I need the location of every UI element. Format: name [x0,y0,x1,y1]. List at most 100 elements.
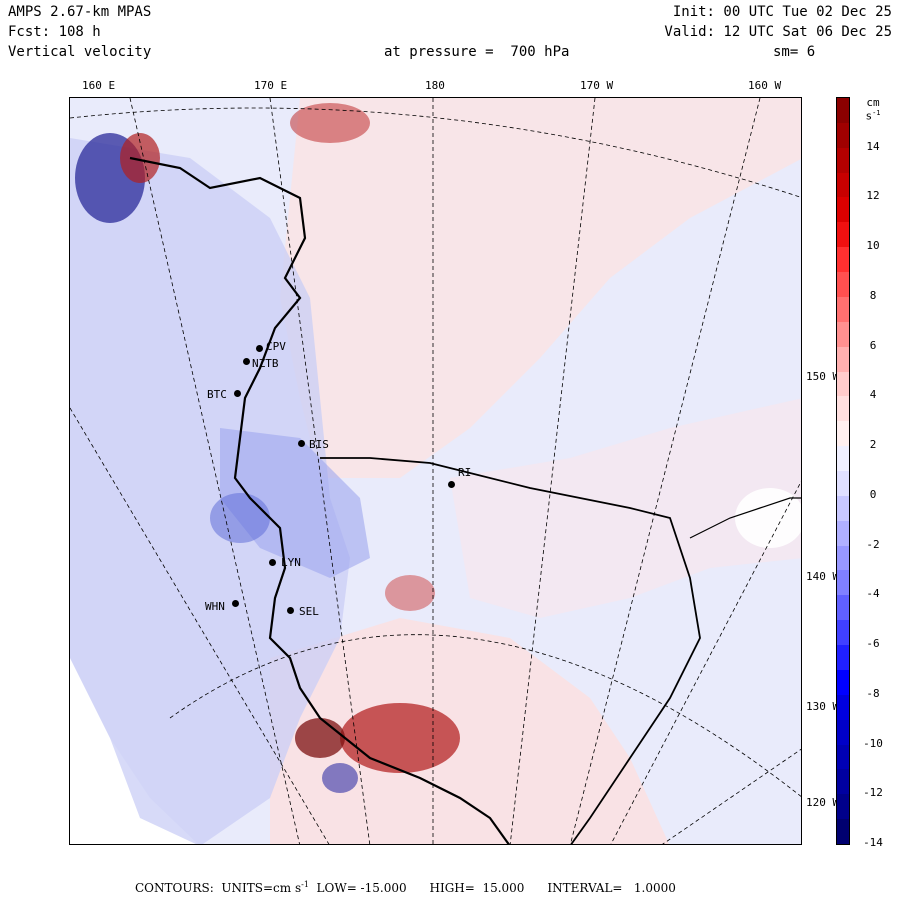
colorbar-segment [837,172,849,198]
station-label: WHN [205,600,225,613]
colorbar-segment [837,819,849,845]
ice-sheet-area [70,658,198,844]
map-panel [69,97,802,845]
station-dot [232,600,239,607]
field-name: Vertical velocity [8,44,152,60]
colorbar-segment [837,495,849,522]
colorbar-segment [837,669,849,696]
top-axis-label: 180 [425,79,445,92]
station-dot [298,440,305,447]
colorbar-segment [837,446,849,472]
colorbar-segment [837,122,849,149]
colorbar-tick-label: 8 [869,288,877,302]
strong-updraft-nw [120,133,160,183]
colorbar-tick-label: -4 [866,587,880,601]
island-coast [689,497,801,539]
colorbar-segment [837,545,849,571]
valid-time: Valid: 12 UTC Sat 06 Dec 25 [664,24,892,40]
colorbar-segment [837,272,849,298]
colorbar-tick-label: 12 [866,189,880,203]
station-label: BTC [207,388,227,401]
top-axis-label: 160 E [82,79,116,92]
ice-shelf-edge [320,457,701,844]
colorbar-tick-label: 14 [866,139,880,153]
graticule [70,98,801,844]
positive-region-south [270,618,670,844]
colorbar-segment [837,147,849,174]
coastline [129,156,510,844]
colorbar-segment [837,396,849,422]
colorbar-segment [837,719,849,746]
colorbar-segment [837,471,849,497]
colorbar-segment [837,794,849,820]
colorbar-tick-label: -12 [863,786,883,800]
station-label: LYN [281,556,301,569]
colorbar-tick-label: 6 [869,338,877,352]
right-axis-label: 140 W [806,570,840,583]
colorbar-segment [837,98,849,124]
station-dot [287,607,294,614]
colorbar-segment [837,694,849,721]
smoothing-label: sm= 6 [773,44,816,60]
colorbar-segment [837,247,849,273]
colorbar-tick-label: -10 [863,736,883,750]
negative-region-west [70,138,350,844]
pressure-level: at pressure = 700 hPa [384,44,570,60]
colorbar-tick-label: -6 [866,637,880,651]
colorbar-tick-label: 0 [869,487,877,501]
colorbar-segment [837,744,849,770]
right-axis-label: 120 W [806,796,840,809]
contours-units-label: CONTOURS: UNITS=cm s [135,881,302,895]
colorbar-segment [837,346,849,373]
top-axis-label: 170 W [580,79,614,92]
colorbar-segment [837,595,849,621]
right-axis-label: 150 W [806,370,840,383]
colorbar-tick-label: 4 [869,388,877,402]
colorbar-segment [837,371,849,397]
station-dot [256,345,263,352]
colorbar-segment [837,321,849,348]
downdraft-south [322,763,358,793]
colorbar-segment [837,645,849,671]
station-dot [448,481,455,488]
colorbar-segment [837,769,849,795]
station-label: BIS [309,438,329,451]
colorbar-segment [837,421,849,447]
station-label: CPV [266,340,286,353]
init-time: Init: 00 UTC Tue 02 Dec 25 [672,4,892,20]
updraft-north [290,103,370,143]
strong-updraft-south-core [295,718,345,758]
colorbar-tick-label: -8 [866,686,880,700]
station-dot [269,559,276,566]
vertical-velocity-map [70,98,801,844]
high-value: HIGH= 15.000 [429,881,525,895]
model-title: AMPS 2.67-km MPAS [8,4,152,20]
contour-info: CONTOURS: UNITS=cm s-1 LOW= -15.000 HIGH… [135,880,676,895]
low-value: LOW= -15.000 [316,881,407,895]
units-exponent: -1 [301,880,309,889]
colorbar-segment [837,520,849,547]
top-axis-label: 170 E [254,79,288,92]
interval-value: INTERVAL= 1.0000 [547,881,676,895]
island-area [735,488,801,548]
forecast-hour: Fcst: 108 h [8,24,101,40]
colorbar-segment [837,620,849,646]
strong-updraft-south [340,703,460,773]
station-label: NZTB [252,357,279,370]
positive-region-east [450,398,801,618]
colorbar-segment [837,570,849,596]
colorbar-segment [837,197,849,223]
station-dot [234,390,241,397]
downdraft-coast [210,493,270,543]
station-dot [243,358,250,365]
station-label: SEL [299,605,319,618]
updraft-center [385,575,435,611]
colorbar [836,97,850,845]
colorbar-tick-label: -14 [863,836,883,849]
right-axis-label: 130 W [806,700,840,713]
colorbar-segment [837,296,849,323]
colorbar-segment [837,222,849,248]
colorbar-tick-label: 10 [866,239,880,253]
negative-region-coast [220,428,370,578]
colorbar-units: cm s-1 [865,96,881,123]
